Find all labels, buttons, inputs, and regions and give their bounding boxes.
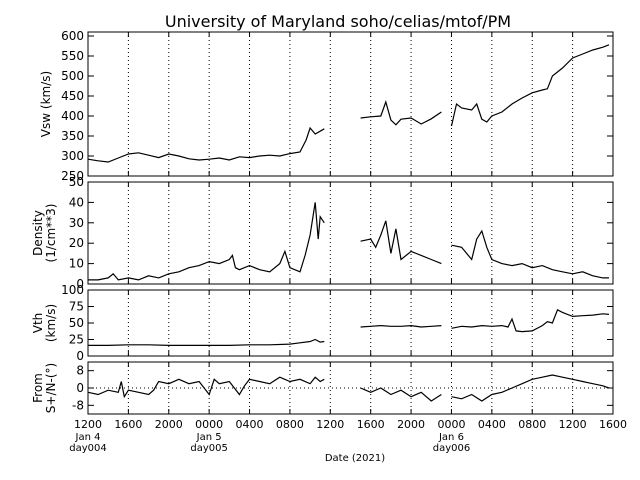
y-tick-label: 20 <box>69 236 84 250</box>
y-tick-label: 250 <box>61 169 84 183</box>
x-tick-label: 2000 <box>155 418 183 431</box>
series-line <box>88 202 325 281</box>
y-tick-label: 50 <box>69 316 84 330</box>
y-tick-label: 100 <box>61 283 84 297</box>
series-line <box>87 376 325 399</box>
y-tick-label: 300 <box>61 149 84 163</box>
x-tick-label: 0400 <box>478 418 506 431</box>
y-tick-label: 10 <box>69 257 84 271</box>
y-tick-label: 75 <box>69 300 84 314</box>
y-axis-label: Vsw (km/s) <box>39 71 53 137</box>
day-label: day005 <box>190 443 227 454</box>
y-axis-label: FromS+/N-(°) <box>31 363 58 413</box>
series-line <box>360 100 442 126</box>
series-line <box>451 308 610 333</box>
date-label: Jan 6 <box>438 432 464 443</box>
y-tick-label: 450 <box>61 89 84 103</box>
panel-frame <box>87 289 614 357</box>
x-tick-label: 1200 <box>74 418 102 431</box>
date-label: Jan 5 <box>196 432 222 443</box>
y-tick-label: 0 <box>76 381 84 395</box>
y-tick-label: -8 <box>72 398 84 412</box>
x-axis: 1200 1600 2000 0000 0400 0800 1200 1600 2000 0000… <box>69 418 627 454</box>
series-line <box>360 220 442 265</box>
series-line <box>87 126 325 163</box>
y-tick-label: 50 <box>69 175 84 189</box>
x-tick-label: 1200 <box>316 418 344 431</box>
x-tick-label: 1600 <box>357 418 385 431</box>
y-tick-label: 0 <box>76 349 84 363</box>
x-tick-label: 0000 <box>437 418 465 431</box>
panel-1: 250 300 350 400 450 500 550 600 Vsw (km/s) <box>39 29 614 183</box>
chart-title: University of Maryland soho/celias/mtof/… <box>165 12 511 31</box>
panel-4: -8 0 8 FromS+/N-(°) <box>31 361 614 415</box>
y-tick-label: 550 <box>61 49 84 63</box>
series-line <box>451 229 609 279</box>
x-tick-label: 0800 <box>276 418 304 431</box>
x-tick-label: 0400 <box>236 418 264 431</box>
series-line <box>360 324 442 328</box>
y-tick-label: 30 <box>69 216 84 230</box>
panel-frame <box>87 181 614 285</box>
panel-2: 0 10 20 30 40 50 Density(1/cm**3) <box>31 175 614 291</box>
series-line <box>360 387 442 402</box>
y-tick-label: 500 <box>61 69 84 83</box>
panel-frame <box>87 31 614 177</box>
y-axis-label: Density(1/cm**3) <box>31 204 58 263</box>
x-tick-label: 1200 <box>559 418 587 431</box>
day-label: day004 <box>69 443 106 454</box>
y-tick-label: 40 <box>69 195 84 209</box>
series-line <box>450 44 610 127</box>
y-tick-label: 8 <box>76 364 84 378</box>
x-axis-label: Date (2021) <box>325 453 385 464</box>
x-tick-label: 0800 <box>518 418 546 431</box>
series-line <box>88 338 325 346</box>
y-tick-label: 25 <box>69 333 84 347</box>
panel-frame <box>87 361 614 415</box>
x-tick-label: 1600 <box>599 418 627 431</box>
y-tick-label: 0 <box>76 277 84 291</box>
y-tick-label: 350 <box>61 129 84 143</box>
y-axis-label: Vth(km/s) <box>31 304 58 342</box>
series-line <box>451 374 610 402</box>
y-tick-label: 600 <box>61 29 84 43</box>
day-label: day006 <box>433 443 470 454</box>
x-tick-label: 2000 <box>397 418 425 431</box>
date-label: Jan 4 <box>75 432 101 443</box>
x-tick-label: 0000 <box>195 418 223 431</box>
y-tick-label: 400 <box>61 109 84 123</box>
x-tick-label: 1600 <box>114 418 142 431</box>
